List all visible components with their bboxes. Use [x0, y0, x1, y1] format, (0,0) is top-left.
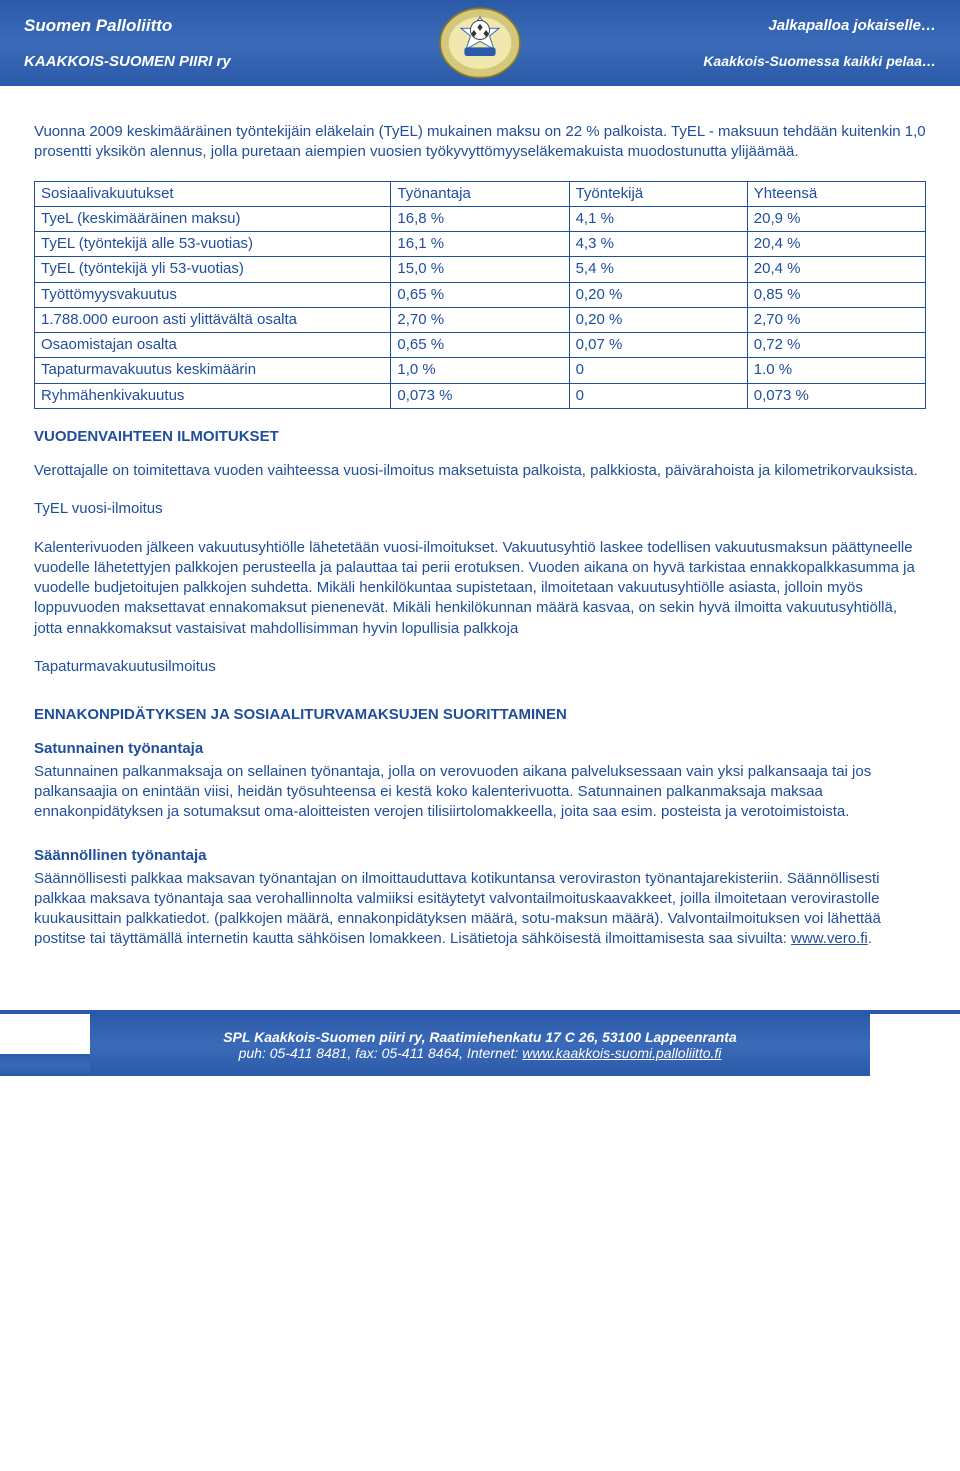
social-insurance-table: SosiaalivakuutuksetTyönantajaTyöntekijäY…: [34, 181, 926, 409]
table-cell: Osaomistajan osalta: [35, 333, 391, 358]
table-cell: TyEL (työntekijä yli 53-vuotias): [35, 257, 391, 282]
header-slogan-2: Kaakkois-Suomessa kaikki pelaa…: [703, 53, 936, 69]
table-row: TyEL (työntekijä alle 53-vuotias)16,1 %4…: [35, 232, 926, 257]
header-right: Jalkapalloa jokaiselle… Kaakkois-Suomess…: [703, 8, 936, 78]
table-row: Osaomistajan osalta0,65 %0,07 %0,72 %: [35, 333, 926, 358]
table-cell: 2,70 %: [391, 307, 569, 332]
table-cell: 0,65 %: [391, 333, 569, 358]
table-cell: 20,4 %: [747, 257, 925, 282]
table-cell: Tapaturmavakuutus keskimäärin: [35, 358, 391, 383]
table-header-col-1: Työnantaja: [391, 181, 569, 206]
table-cell: 2,70 %: [747, 307, 925, 332]
section-1-p3: Kalenterivuoden jälkeen vakuutusyhtiölle…: [34, 538, 926, 639]
table-cell: 1.788.000 euroon asti ylittävältä osalta: [35, 307, 391, 332]
logo-svg: [435, 4, 525, 82]
table-header-col-2: Työntekijä: [569, 181, 747, 206]
table-cell: 20,9 %: [747, 206, 925, 231]
subsection-saannollinen-text: Säännöllisesti palkkaa maksavan työnanta…: [34, 870, 881, 948]
table-cell: Työttömyysvakuutus: [35, 282, 391, 307]
section-1-p4: Tapaturmavakuutusilmoitus: [34, 657, 926, 677]
table-cell: 4,1 %: [569, 206, 747, 231]
footer-link[interactable]: www.kaakkois-suomi.palloliitto.fi: [522, 1045, 721, 1061]
table-cell: 0,20 %: [569, 282, 747, 307]
subsection-saannollinen-title: Säännöllinen työnantaja: [34, 846, 926, 866]
subsection-satunnainen-title: Satunnainen työnantaja: [34, 739, 926, 759]
table-cell: 16,8 %: [391, 206, 569, 231]
table-cell: 20,4 %: [747, 232, 925, 257]
footer-address: SPL Kaakkois-Suomen piiri ry, Raatimiehe…: [223, 1029, 737, 1045]
table-row: Tapaturmavakuutus keskimäärin1,0 %01.0 %: [35, 358, 926, 383]
document-body: Vuonna 2009 keskimääräinen työntekijäin …: [0, 86, 960, 980]
table-cell: TyeL (keskimääräinen maksu): [35, 206, 391, 231]
intro-paragraph: Vuonna 2009 keskimääräinen työntekijäin …: [34, 122, 926, 163]
table-cell: 0,07 %: [569, 333, 747, 358]
subsection-saannollinen-body: Säännöllisesti palkkaa maksavan työnanta…: [34, 869, 926, 950]
table-cell: 0,073 %: [747, 383, 925, 408]
header-slogan-1: Jalkapalloa jokaiselle…: [768, 17, 936, 34]
table-cell: 16,1 %: [391, 232, 569, 257]
table-cell: 1,0 %: [391, 358, 569, 383]
page-footer: SPL Kaakkois-Suomen piiri ry, Raatimiehe…: [0, 1010, 960, 1076]
footer-contact: puh: 05-411 8481, fax: 05-411 8464, Inte…: [239, 1045, 722, 1061]
table-row: Ryhmähenkivakuutus0,073 %00,073 %: [35, 383, 926, 408]
subsection-saannollinen-tail: .: [868, 930, 872, 947]
table-cell: TyEL (työntekijä alle 53-vuotias): [35, 232, 391, 257]
page-header: Suomen Palloliitto KAAKKOIS-SUOMEN PIIRI…: [0, 0, 960, 86]
section-1-title: VUODENVAIHTEEN ILMOITUKSET: [34, 427, 926, 447]
footer-bar: SPL Kaakkois-Suomen piiri ry, Raatimiehe…: [90, 1014, 870, 1076]
table-cell: 0,65 %: [391, 282, 569, 307]
header-org: Suomen Palloliitto: [24, 16, 231, 36]
section-2-title: ENNAKONPIDÄTYKSEN JA SOSIAALITURVAMAKSUJ…: [34, 705, 926, 725]
subsection-satunnainen-body: Satunnainen palkanmaksaja on sellainen t…: [34, 762, 926, 823]
footer-stub: [0, 1054, 90, 1076]
table-header-label: Sosiaalivakuutukset: [35, 181, 391, 206]
table-cell: 0,85 %: [747, 282, 925, 307]
table-cell: 0,073 %: [391, 383, 569, 408]
table-row: TyeL (keskimääräinen maksu)16,8 %4,1 %20…: [35, 206, 926, 231]
table-row: 1.788.000 euroon asti ylittävältä osalta…: [35, 307, 926, 332]
table-cell: 0,20 %: [569, 307, 747, 332]
table-cell: 0: [569, 383, 747, 408]
federation-logo: [435, 4, 525, 82]
table-row: Työttömyysvakuutus0,65 %0,20 %0,85 %: [35, 282, 926, 307]
table-cell: Ryhmähenkivakuutus: [35, 383, 391, 408]
table-cell: 15,0 %: [391, 257, 569, 282]
table-cell: 4,3 %: [569, 232, 747, 257]
vero-link[interactable]: www.vero.fi: [791, 930, 868, 947]
table-row: TyEL (työntekijä yli 53-vuotias)15,0 %5,…: [35, 257, 926, 282]
table-cell: 0,72 %: [747, 333, 925, 358]
section-1-p1: Verottajalle on toimitettava vuoden vaih…: [34, 461, 926, 481]
footer-contact-text: puh: 05-411 8481, fax: 05-411 8464, Inte…: [239, 1045, 523, 1061]
header-region: KAAKKOIS-SUOMEN PIIRI ry: [24, 53, 231, 70]
section-1-p2: TyEL vuosi-ilmoitus: [34, 499, 926, 519]
table-cell: 0: [569, 358, 747, 383]
table-cell: 1.0 %: [747, 358, 925, 383]
table-header-col-3: Yhteensä: [747, 181, 925, 206]
header-left: Suomen Palloliitto KAAKKOIS-SUOMEN PIIRI…: [24, 8, 231, 78]
table-cell: 5,4 %: [569, 257, 747, 282]
